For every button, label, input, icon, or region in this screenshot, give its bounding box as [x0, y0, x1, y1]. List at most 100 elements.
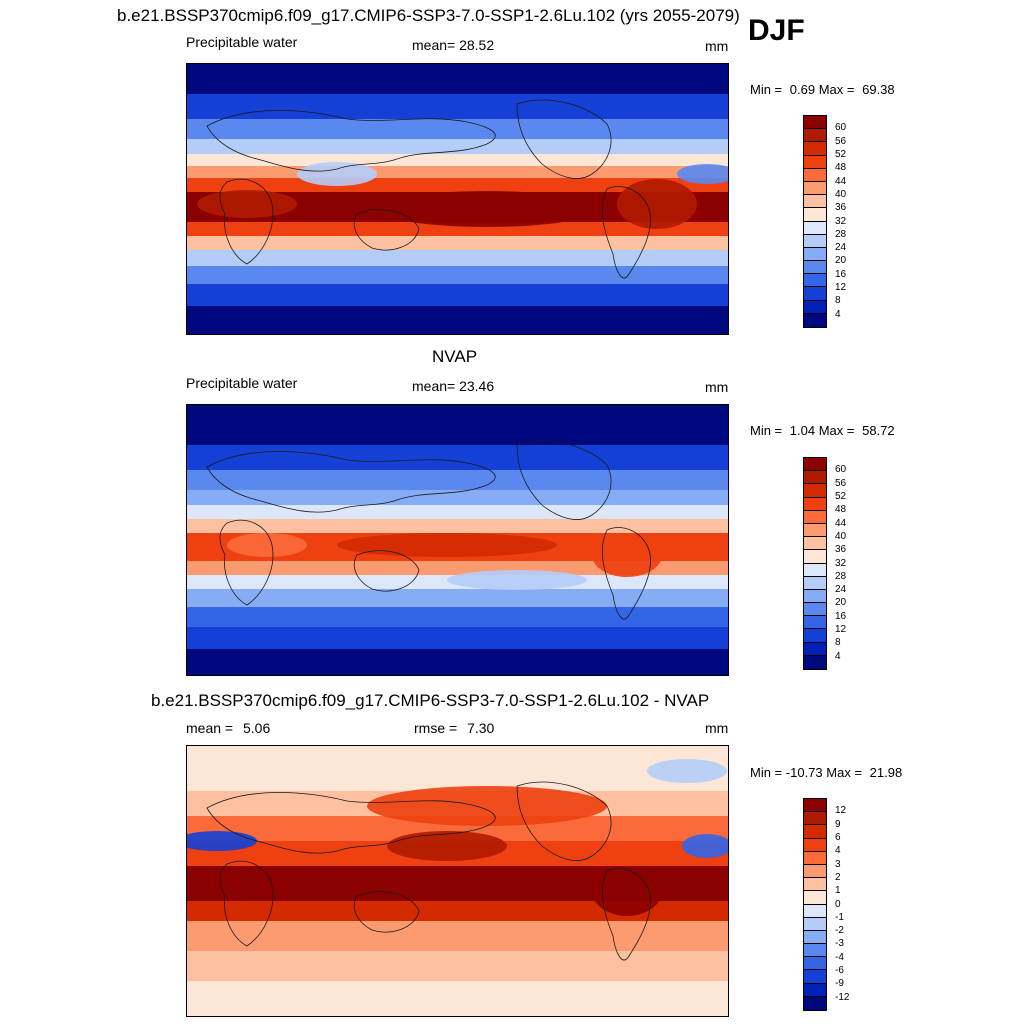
colorbar-tick-label: 52 — [835, 490, 847, 502]
max-value: 69.38 — [862, 82, 895, 97]
colorbar-swatch — [804, 523, 826, 538]
colorbar-tick-label: 48 — [835, 504, 847, 516]
colorbar-tick-label: 56 — [835, 477, 847, 489]
panel-title: NVAP — [432, 347, 478, 366]
max-value: 58.72 — [862, 423, 895, 438]
colorbar-swatch — [804, 261, 826, 275]
colorbar-swatch — [804, 851, 826, 865]
colorbar-tick-label: 40 — [835, 530, 847, 542]
map-field — [187, 64, 728, 334]
colorbar-tick-label: 24 — [835, 584, 847, 596]
colorbar-swatch — [804, 313, 826, 327]
map-model — [186, 63, 729, 335]
colorbar-swatch — [804, 864, 826, 879]
colorbar-obs — [803, 457, 827, 670]
colorbar-tick-label: -2 — [835, 925, 844, 937]
colorbar-swatch — [804, 576, 826, 590]
colorbar-swatch — [804, 247, 826, 262]
colorbar-swatch — [804, 655, 826, 669]
colorbar-swatch — [804, 168, 826, 182]
colorbar-swatch — [804, 155, 826, 169]
colorbar-swatch — [804, 917, 826, 931]
colorbar-swatch — [804, 195, 826, 209]
colorbar-swatch — [804, 484, 826, 498]
colorbar-swatch — [804, 537, 826, 551]
colorbar-tick-label: 6 — [835, 831, 841, 843]
colorbar-swatch — [804, 603, 826, 617]
colorbar-tick-label: -3 — [835, 938, 844, 950]
figure-title: b.e21.BSSP370cmip6.f09_g17.CMIP6-SSP3-7.… — [117, 6, 740, 25]
max-label: Max = — [826, 765, 863, 780]
colorbar-tick-label: 8 — [835, 637, 841, 649]
min-label: Min = — [750, 82, 783, 97]
colorbar-swatch — [804, 221, 826, 235]
colorbar-tick-label: 40 — [835, 188, 847, 200]
colorbar-swatch — [804, 878, 826, 892]
colorbar-tick-label: -1 — [835, 911, 844, 923]
colorbar-tick-label: 60 — [835, 122, 847, 134]
colorbar-tick-label: -9 — [835, 978, 844, 990]
colorbar-swatch — [804, 812, 826, 826]
colorbar-swatch — [804, 129, 826, 143]
colorbar-tick-label: 44 — [835, 175, 847, 187]
colorbar-tick-label: -6 — [835, 965, 844, 977]
colorbar-swatch — [804, 287, 826, 301]
max-label: Max = — [818, 82, 855, 97]
colorbar-tick-label: 20 — [835, 255, 847, 267]
colorbar-model — [803, 115, 827, 328]
colorbar-swatch — [804, 471, 826, 485]
colorbar-swatch — [804, 234, 826, 248]
panel-minmax: Min = -10.73 Max = 21.98 — [750, 765, 902, 780]
map-field — [187, 746, 728, 1016]
colorbar-swatch — [804, 944, 826, 958]
colorbar-tick-label: 28 — [835, 570, 847, 582]
panel-units: mm — [705, 379, 729, 395]
colorbar-ticks-obs: 60 56 52 48 44 40 36 32 28 24 20 16 12 8 4 — [835, 457, 875, 670]
colorbar-tick-label: 9 — [835, 818, 841, 830]
colorbar-swatch — [804, 563, 826, 577]
colorbar-diff — [803, 798, 827, 1011]
colorbar-swatch — [804, 510, 826, 524]
max-label: Max = — [818, 423, 855, 438]
min-value: 1.04 — [789, 423, 816, 438]
colorbar-swatch — [804, 589, 826, 604]
colorbar-ticks-model: 60 56 52 48 44 40 36 32 28 24 20 16 12 8 4 — [835, 115, 875, 328]
colorbar-tick-label: 8 — [835, 295, 841, 307]
colorbar-tick-label: 36 — [835, 202, 847, 214]
colorbar-swatch — [804, 838, 826, 852]
map-field — [187, 405, 728, 675]
mean-value: 5.06 — [242, 720, 271, 736]
colorbar-swatch — [804, 300, 826, 314]
colorbar-swatch — [804, 983, 826, 997]
colorbar-tick-label: 36 — [835, 544, 847, 556]
colorbar-tick-label: 4 — [835, 308, 841, 320]
colorbar-swatch — [804, 616, 826, 630]
min-value: -10.73 — [785, 765, 823, 780]
panel-variable: Precipitable water — [186, 34, 298, 50]
map-diff — [186, 745, 729, 1017]
colorbar-swatch — [804, 181, 826, 196]
colorbar-tick-label: 32 — [835, 215, 847, 227]
max-value: 21.98 — [869, 765, 903, 780]
colorbar-tick-label: -12 — [835, 991, 850, 1003]
panel-units: mm — [705, 38, 729, 54]
colorbar-swatch — [804, 996, 826, 1010]
panel-minmax: Min = 1.04 Max = 58.72 — [750, 423, 895, 438]
colorbar-tick-label: 0 — [835, 898, 841, 910]
colorbar-swatch — [804, 904, 826, 918]
panel-mean: mean= 23.46 — [412, 378, 494, 394]
colorbar-swatch — [804, 930, 826, 945]
colorbar-swatch — [804, 550, 826, 564]
colorbar-swatch — [804, 891, 826, 905]
colorbar-tick-label: 56 — [835, 135, 847, 147]
colorbar-tick-label: 12 — [835, 805, 847, 817]
colorbar-tick-label: 4 — [835, 845, 841, 857]
colorbar-tick-label: 24 — [835, 242, 847, 254]
rmse-label: rmse = — [414, 720, 458, 736]
colorbar-tick-label: 32 — [835, 557, 847, 569]
colorbar-swatch — [804, 799, 826, 813]
colorbar-tick-label: 16 — [835, 610, 847, 622]
colorbar-tick-label: 48 — [835, 162, 847, 174]
mean-value: 23.46 — [459, 378, 495, 394]
min-label: Min = — [750, 765, 783, 780]
